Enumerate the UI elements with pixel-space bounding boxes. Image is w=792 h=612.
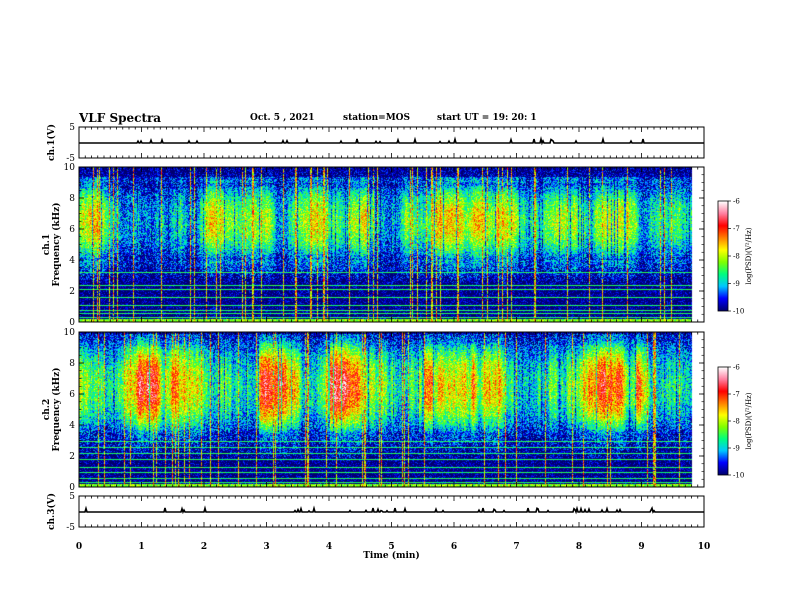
- y-tick-label: 5: [69, 492, 75, 502]
- ch1-waveform-trace: [79, 136, 704, 146]
- ch1-spectrogram-channel-label: ch.1: [42, 234, 52, 255]
- ch2-spectrogram-frame: [78, 331, 705, 488]
- x-axis-label: Time (min): [363, 550, 420, 561]
- y-tick-label: -5: [66, 154, 75, 164]
- ch2-spectrogram-channel-label: ch.2: [42, 399, 52, 420]
- date-label: Oct. 5 , 2021: [250, 113, 315, 123]
- x-tick-label: 0: [76, 542, 82, 552]
- colorbar-tick-label: -9: [733, 280, 740, 288]
- y-tick-label: -5: [66, 523, 75, 533]
- colorbar-tick-label: -9: [733, 445, 740, 453]
- x-tick-label: 7: [513, 542, 519, 552]
- ch2-spectrogram-image: [79, 332, 704, 487]
- x-tick-label: 3: [263, 542, 269, 552]
- ch2-spectrogram-ylabel: Frequency (kHz): [51, 367, 62, 451]
- y-tick-label: 2: [69, 287, 75, 297]
- station-label: station=MOS: [343, 113, 411, 123]
- colorbar-tick-label: -7: [733, 225, 740, 233]
- ch1-spectrogram-ylabel: Frequency (kHz): [51, 202, 62, 286]
- y-tick-label: 10: [64, 328, 76, 338]
- ch1-spectrogram-frame: [78, 166, 705, 323]
- y-tick-label: 4: [69, 421, 75, 431]
- colorbar-label: log(PSD)(V²/Hz): [745, 227, 753, 284]
- colorbar-tick-label: -6: [733, 198, 740, 206]
- colorbar-tick-label: -10: [733, 472, 744, 480]
- y-tick-label: 10: [64, 163, 76, 173]
- colorbar-tick-label: -7: [733, 391, 740, 399]
- y-tick-label: 8: [69, 194, 75, 204]
- y-tick-label: 4: [69, 256, 75, 266]
- ch2-spectrogram-colorbar-frame: [717, 366, 729, 476]
- y-tick-label: 6: [69, 390, 75, 400]
- ch3-waveform-ylabel: ch.3(V): [46, 493, 57, 530]
- x-tick-label: 10: [698, 542, 711, 552]
- ch1-waveform-ylabel: ch.1(V): [46, 124, 57, 161]
- y-tick-label: 6: [69, 225, 75, 235]
- y-tick-label: 8: [69, 359, 75, 369]
- x-tick-label: 9: [638, 542, 644, 552]
- x-tick-label: 5: [388, 542, 394, 552]
- axis-ticks: [78, 126, 731, 528]
- x-tick-label: 2: [201, 542, 207, 552]
- x-tick-label: 6: [451, 542, 457, 552]
- x-tick-label: 8: [576, 542, 582, 552]
- ch1-colorbar-image: [718, 201, 728, 311]
- y-tick-label: 5: [69, 123, 75, 133]
- panel-frames: [78, 126, 729, 528]
- x-tick-label: 4: [326, 542, 332, 552]
- ch1-spectrogram-image: [79, 167, 704, 322]
- ch1-spectrogram-colorbar-frame: [717, 200, 729, 312]
- ch3-waveform-trace: [79, 505, 704, 515]
- ch2-colorbar-image: [718, 367, 728, 475]
- x-tick-label: 1: [138, 542, 144, 552]
- y-tick-label: 2: [69, 452, 75, 462]
- colorbar-tick-label: -8: [733, 418, 740, 426]
- colorbar-tick-label: -6: [733, 364, 740, 372]
- chart-title: VLF Spectra: [79, 111, 162, 125]
- colorbar-tick-label: -10: [733, 308, 744, 316]
- colorbar-tick-label: -8: [733, 253, 740, 261]
- axis-labels: 5-5ch.1(V)0246810-6-7-8-9-10log(PSD)(V²/…: [42, 123, 753, 561]
- start-time-label: start UT = 19: 20: 1: [437, 113, 537, 123]
- colorbar-label: log(PSD)(V²/Hz): [745, 392, 753, 449]
- y-tick-label: 0: [69, 318, 75, 328]
- y-tick-label: 0: [69, 483, 75, 493]
